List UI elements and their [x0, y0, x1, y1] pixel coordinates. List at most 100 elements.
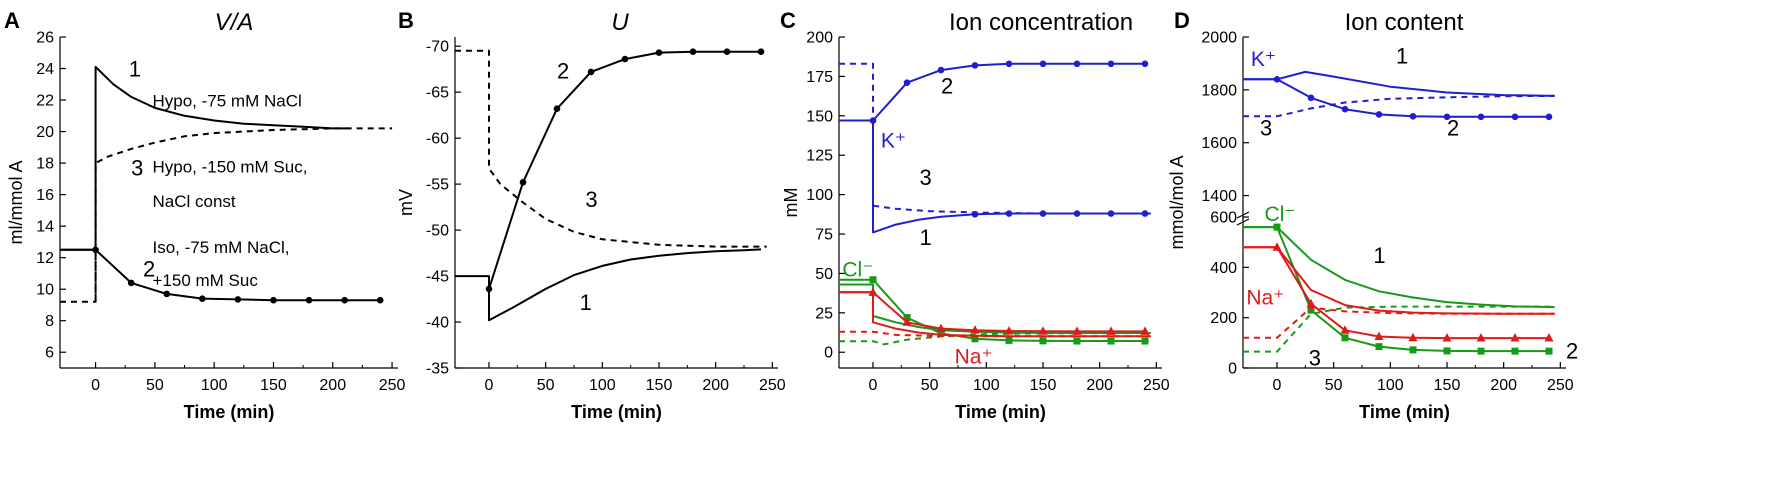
chart-a-annotation: Hypo, -150 mM Suc, [153, 158, 308, 177]
chart-d-series-k-2-point [1341, 105, 1349, 113]
chart-c-y-tick-label: 50 [815, 266, 833, 283]
chart-d-series-k-2-point [1273, 75, 1281, 83]
chart-d-series-na-2-point [1544, 333, 1554, 342]
chart-d-series-cl-1-line [1243, 226, 1555, 309]
chart-d-ylabel: mmol/mol A [1167, 155, 1187, 249]
chart-a-axes [59, 37, 398, 369]
chart-c-y-tick-label: 150 [806, 108, 833, 125]
chart-b-annotation: 3 [585, 187, 597, 212]
chart-b-series-2-point [485, 285, 493, 293]
chart-a-series-1 [60, 65, 350, 251]
chart-b-annotation: 1 [580, 290, 592, 315]
chart-c-y-tick-label: 100 [806, 187, 833, 204]
chart-d-x-tick-label: 100 [1377, 377, 1404, 394]
chart-c-series-k-1-dots [971, 210, 1149, 218]
chart-b-y-tick-label: -70 [426, 39, 449, 56]
chart-a-x-tick-label: 50 [146, 377, 164, 394]
chart-a-series-2-point [376, 296, 384, 304]
chart-c-x-tick-label: 0 [869, 377, 878, 394]
chart-c-series-k-2-point [1073, 60, 1081, 68]
chart-d-axis-break-mark [1236, 211, 1250, 219]
chart-d-x-tick-label: 250 [1547, 377, 1574, 394]
chart-c-series-na-2-point [1004, 325, 1014, 335]
chart-a-series-1-line [60, 65, 350, 251]
chart-a-y-tick-label: 12 [36, 250, 54, 267]
chart-d-series-k-3-line [1243, 94, 1555, 118]
chart-b-x-tick-label: 250 [759, 377, 786, 394]
chart-c-series-k-3 [839, 62, 1151, 215]
chart-a-x-tick-label: 200 [319, 377, 346, 394]
chart-a-x-tick-label: 150 [260, 377, 287, 394]
chart-d-series-na-3 [1243, 306, 1555, 339]
chart-d-series-cl-2-point [1409, 346, 1417, 354]
chart-d-series-cl-3 [1243, 305, 1555, 353]
chart-b-y-tick-label: -50 [426, 223, 449, 240]
chart-d-x-tick-label: 0 [1273, 377, 1282, 394]
chart-a-annotation: Hypo, -75 mM NaCl [153, 91, 302, 110]
chart-a-annotation: +150 mM Suc [153, 271, 259, 290]
chart-c-x-tick-label: 250 [1143, 377, 1170, 394]
chart-c-annotation: 1 [919, 225, 931, 250]
chart-b-x-tick-label: 0 [485, 377, 494, 394]
chart-b-series-2-point [553, 105, 561, 113]
chart-c-series-na-3-line [839, 330, 1151, 338]
chart-c-y-tick-label: 25 [815, 305, 833, 322]
chart-d-series-k-1-line [1243, 70, 1555, 97]
chart-c-series-k-2-point [937, 66, 945, 74]
chart-d-y-tick-label: 1400 [1201, 188, 1237, 205]
chart-c-series-k-2-point [1005, 60, 1013, 68]
chart-d-axis-break-mark [1236, 218, 1250, 226]
chart-b-y-tick-label: -45 [426, 269, 449, 286]
chart-c-series-cl-2-point [1107, 337, 1115, 345]
chart-d-y-tick-label: 400 [1210, 260, 1237, 277]
chart-c-series-cl-3-line [839, 332, 1151, 346]
chart-d-series-cl-2-point [1307, 306, 1315, 314]
chart-b-series-2-line [488, 50, 761, 290]
chart-c-series-k-1-dots-point [1005, 210, 1013, 217]
chart-a-y-tick-label: 22 [36, 93, 54, 110]
chart-c-ylabel: mM [781, 188, 801, 218]
chart-d-annotation: 2 [1566, 338, 1578, 363]
chart-c-series-na-2-line [839, 291, 1145, 333]
chart-d-series-cl-3-line [1243, 305, 1555, 353]
chart-d-x-tick-label: 150 [1434, 377, 1461, 394]
chart-c-series-cl-2-point [1005, 336, 1013, 344]
chart-c-series-k-2-point [1107, 60, 1115, 68]
chart-a-y-tick-label: 8 [45, 313, 54, 330]
chart-b-axes [454, 37, 778, 369]
chart-d-series-cl-2-point [1443, 347, 1451, 355]
chart-c-series-k-2-line [872, 62, 1145, 122]
chart-d-y-tick-label: 0 [1228, 361, 1237, 378]
chart-c-series-na-2-point [902, 317, 912, 326]
chart-d-series-k-2-point [1477, 113, 1485, 121]
chart-d-x-tick-label: 50 [1325, 377, 1343, 394]
chart-d-series-k-2-point [1409, 112, 1417, 120]
chart-d-y-tick-label: 2000 [1201, 30, 1237, 47]
chart-d: D Ion content 0 50 100 150 200 250 Time (min) 0 20… [1167, 8, 1578, 422]
chart-a-y-tick-label: 24 [36, 61, 54, 78]
chart-b-panel-letter: B [398, 8, 414, 33]
chart-c-series-cl-3 [839, 332, 1151, 346]
chart-d-series-cl-2-point [1477, 347, 1485, 355]
chart-c-annotation: 2 [941, 74, 953, 99]
chart-b-series-2 [485, 48, 765, 293]
chart-a-series-3 [60, 127, 393, 303]
chart-d-annotation: 1 [1373, 243, 1385, 268]
chart-b-x-tick-label: 150 [646, 377, 673, 394]
chart-a-annotation: 1 [129, 56, 141, 81]
chart-c-series-na-2-point [1038, 326, 1048, 335]
chart-d-series-na-2-point [1374, 331, 1384, 341]
chart-d-series-cl-2-point [1545, 347, 1553, 355]
chart-c-y-tick-label: 0 [824, 345, 833, 362]
chart-c-panel-letter: C [780, 8, 796, 33]
chart-c-series-na-2-point [868, 287, 878, 296]
chart-d-series-k-2-point [1511, 113, 1519, 121]
chart-c-y-tick-label: 75 [815, 227, 833, 244]
chart-b-series-2-point [655, 49, 663, 56]
chart-c-series-cl-2 [839, 276, 1149, 345]
chart-c-series-k-1-dots-point [971, 211, 979, 218]
chart-c-x-tick-label: 150 [1030, 377, 1057, 394]
chart-d-title: Ion content [1345, 9, 1464, 36]
